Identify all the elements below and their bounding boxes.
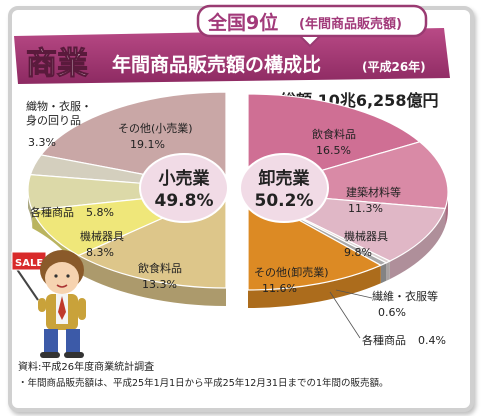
right_pie-slice-value-0: 16.5%: [316, 144, 351, 157]
right_pie-name: 卸売業: [259, 168, 310, 189]
leader-textile: [335, 289, 373, 299]
right_pie-center: [239, 153, 329, 223]
right_pie-slice-value-2: 9.8%: [344, 246, 372, 259]
right_pie-slice-value-1: 11.3%: [348, 202, 383, 215]
right_pie-slice-label-1-0: 建築材料等: [346, 185, 401, 199]
right_pie-slice-side-2-0: [389, 208, 446, 280]
right_pie-slice-label-4-0: 繊維・衣服等: [372, 289, 438, 303]
sub-title: 年間商品販売額の構成比: [112, 53, 321, 76]
sale-sign-text: SALE: [15, 258, 43, 269]
pies: その他(小売業) 19.1% 織物・衣服・身の回り品 3.3% 各種商品 5.8% 機械器具…: [26, 91, 449, 347]
footer-source: 資料:平成26年度商業統計調査: [18, 360, 154, 373]
left_pie-slice-label-3-0: 機械器具: [80, 229, 124, 243]
right_pie-share: 50.2%: [255, 191, 314, 211]
right_pie-slice-side-5-0: [248, 265, 381, 308]
right_pie-slice-value-4: 0.6%: [378, 306, 406, 319]
badge-pointer: [297, 35, 323, 48]
right_pie-slice-label-2-0: 機械器具: [344, 229, 388, 243]
badge-text: 全国9位: [207, 11, 278, 34]
left_pie-share: 49.8%: [155, 191, 214, 211]
left_pie-slice-value-2: 5.8%: [86, 206, 114, 219]
right_pie-slice-value-3: 0.4%: [418, 334, 446, 347]
leader-general: [329, 291, 361, 339]
left_pie-slice-label-1-0: 織物・衣服・: [26, 99, 92, 113]
left_pie-slice-label-1-1: 身の回り品: [26, 113, 81, 127]
left_pie-slice-label-4-0: 飲食料品: [138, 261, 182, 275]
right_pie-slice-label-5-0: その他(卸売業): [254, 265, 329, 279]
left_pie-slice-label-2-0: 各種商品: [30, 205, 74, 219]
left_pie-name: 小売業: [159, 168, 210, 189]
left_pie-slice-value-4: 13.3%: [142, 278, 177, 291]
title-banner: [14, 28, 450, 84]
left_pie-slice-side-4-1: [78, 255, 227, 306]
year-note: (平成26年): [362, 59, 426, 74]
mascot: SALE: [11, 250, 86, 358]
right_pie-slice-value-5: 11.6%: [262, 282, 297, 295]
right_pie-slice-label-0-0: 飲食料品: [312, 127, 356, 141]
left_pie-slice-value-1: 3.3%: [28, 136, 56, 149]
left_pie-center: [139, 153, 229, 223]
left_pie-slice-label-0-0: その他(小売業): [118, 122, 193, 135]
left_pie-slice-value-0: 19.1%: [130, 138, 165, 151]
badge-note: (年間商品販売額): [299, 16, 402, 32]
footer-note: ・年間商品販売額は、平成25年1月1日から平成25年12月31日までの1年間の販…: [18, 377, 389, 389]
right_pie-slice-side-3-0: [386, 261, 390, 281]
left_pie-slice-value-3: 8.3%: [86, 246, 114, 259]
right_pie-slice-side-4-0: [380, 262, 387, 284]
right_pie-slice-label-3-0: 各種商品: [362, 333, 406, 347]
main-title: 商業: [26, 46, 88, 82]
